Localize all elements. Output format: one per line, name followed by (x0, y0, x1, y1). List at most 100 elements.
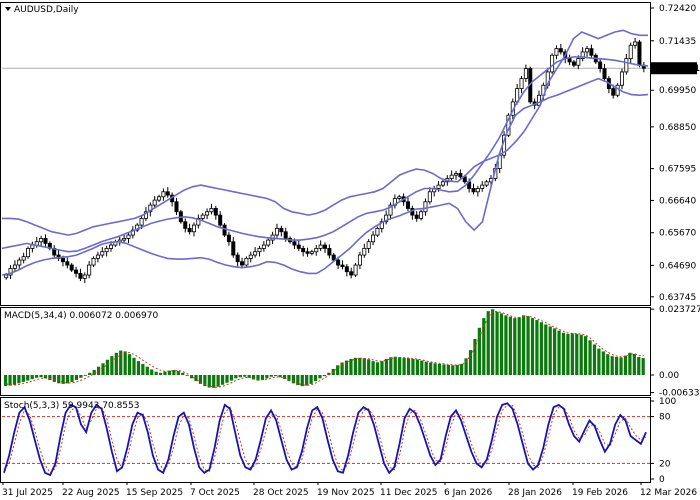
candle-body (371, 234, 376, 243)
candle (589, 44, 594, 59)
price-tick-label: 0.69950 (659, 86, 696, 96)
candle-body (537, 94, 542, 106)
candle-body (633, 41, 638, 46)
candle-body (21, 256, 26, 261)
candle (296, 240, 301, 252)
macd-tick-label: 0.023727 (659, 305, 700, 315)
candle (52, 245, 57, 260)
candle-body (139, 218, 144, 226)
macd-bar (189, 375, 194, 379)
candle-body (122, 238, 127, 241)
macd-bar (119, 350, 123, 376)
candle (122, 233, 127, 243)
candle-body (157, 196, 162, 201)
candle (624, 53, 629, 75)
candle-body (26, 247, 31, 258)
candle-body (253, 251, 258, 256)
stoch-panel-frame (0, 397, 651, 483)
candle (170, 192, 175, 207)
macd-bar (632, 353, 636, 376)
candle (165, 187, 170, 198)
candle-body (475, 188, 480, 193)
candle-body (213, 208, 218, 216)
candle (196, 214, 201, 229)
candle-body (523, 68, 528, 79)
price-tick-label: 0.71435 (659, 37, 696, 47)
candle-body (17, 259, 22, 266)
macd-bar (336, 365, 340, 376)
macd-bar (429, 362, 433, 376)
candle-body (39, 238, 44, 243)
candle-body (87, 264, 92, 276)
time-tick-label: 28 Oct 2025 (253, 488, 309, 498)
candle-body (619, 71, 624, 86)
candle (615, 83, 620, 98)
candle-body (309, 251, 314, 254)
candle (585, 45, 590, 57)
price-panel-frame (0, 2, 651, 306)
macd-bar (468, 350, 473, 376)
macd-bar (327, 372, 331, 376)
candle-body (274, 228, 279, 236)
time-tick-label: 31 Jul 2025 (2, 488, 53, 498)
candle (419, 209, 424, 221)
candle-body (611, 88, 616, 96)
price-tick-label: 0.72420 (659, 4, 696, 14)
candle (379, 218, 384, 233)
candle (558, 43, 563, 55)
macd-bar (535, 320, 539, 376)
candle (353, 263, 358, 278)
macd-bar (566, 333, 570, 376)
candle-body (174, 201, 179, 213)
candle (375, 226, 380, 238)
macd-bar (136, 361, 141, 376)
candle-body (187, 228, 192, 233)
macd-bar (340, 362, 344, 376)
price-tick-label: 0.65670 (659, 229, 696, 239)
candle (244, 256, 249, 268)
stoch-tick-label: 0 (659, 475, 665, 485)
candle (628, 42, 633, 64)
macd-bar (420, 360, 424, 376)
candle (56, 250, 61, 262)
macd-bar (132, 357, 136, 376)
candle-body (366, 241, 371, 249)
candle-body (550, 54, 555, 73)
candle-body (65, 261, 70, 266)
candle-body (624, 58, 629, 73)
candle-body (231, 241, 236, 256)
macd-bar (415, 359, 419, 376)
candle-body (554, 48, 559, 56)
candle (519, 75, 524, 94)
candle (274, 223, 279, 238)
last-price-tag: 0.70611 (651, 62, 700, 75)
macd-bar (367, 359, 371, 376)
candle (571, 59, 576, 68)
macd-bar (482, 318, 486, 376)
macd-bar (287, 375, 291, 382)
candle (523, 64, 528, 82)
macd-bar (575, 333, 579, 376)
candle (157, 194, 162, 203)
candle (427, 187, 432, 205)
macd-bar (101, 363, 105, 376)
macd-bar (247, 375, 251, 378)
macd-bar (198, 375, 203, 384)
candle (475, 185, 480, 197)
candle-body (12, 264, 17, 269)
macd-bar (615, 356, 619, 376)
candle (309, 249, 314, 256)
candle (305, 247, 310, 257)
candle (113, 239, 118, 248)
macd-bar (588, 340, 592, 376)
candle (226, 231, 231, 246)
macd-bar (278, 375, 282, 378)
candle (388, 202, 393, 220)
macd-bar (185, 375, 189, 376)
stoch-signal-line (3, 404, 647, 474)
candle-body (615, 84, 620, 96)
candle-body (82, 274, 87, 279)
macd-bar (437, 363, 442, 376)
candle (327, 244, 332, 259)
candle (598, 58, 603, 73)
